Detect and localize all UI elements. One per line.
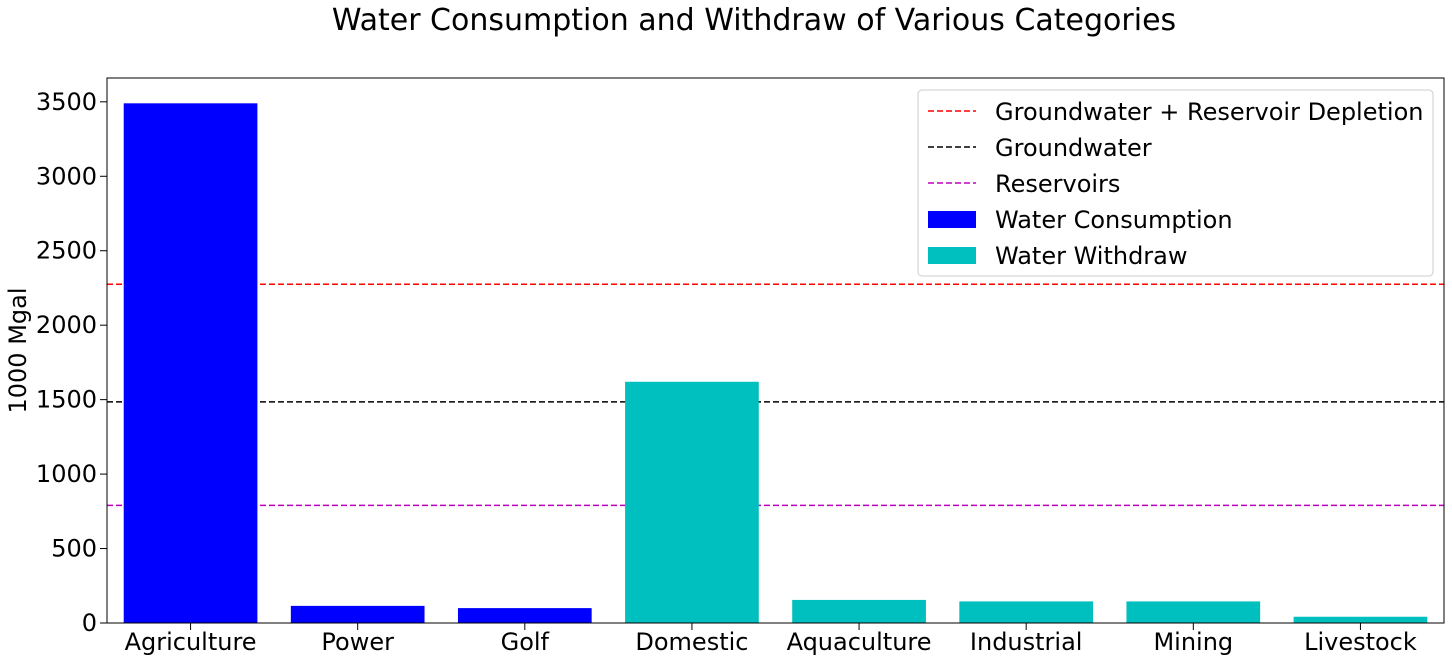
legend: Groundwater + Reservoir Depletion Groundw… [917, 89, 1434, 277]
x-tick-label: Domestic [635, 628, 748, 656]
legend-patch-swatch [928, 247, 976, 264]
bar-mining [1126, 601, 1261, 623]
bar-industrial [959, 601, 1094, 623]
x-axis: Agriculture Power Golf Domestic Aquaculture I… [125, 623, 1417, 656]
legend-label: Groundwater [995, 134, 1152, 162]
bar-domestic [625, 381, 759, 623]
legend-label: Water Consumption [995, 206, 1233, 234]
legend-box [917, 89, 1434, 277]
y-axis-label: 1000 Mgal [4, 287, 32, 413]
y-tick-label: 2500 [36, 237, 97, 265]
legend-label: Groundwater + Reservoir Depletion [995, 98, 1423, 126]
legend-patch-swatch [928, 211, 976, 228]
y-axis: 0 500 1000 1500 2000 2500 3000 3500 [36, 88, 107, 637]
x-tick-label: Industrial [970, 628, 1083, 656]
bar-agriculture [123, 103, 258, 623]
legend-label: Reservoirs [995, 170, 1120, 198]
plot-frame [106, 77, 1445, 624]
x-tick-label: Mining [1153, 628, 1233, 656]
bar-aquaculture [792, 599, 926, 623]
bar-golf [457, 608, 592, 623]
x-tick-label: Aquaculture [787, 628, 932, 656]
chart-title: Water Consumption and Withdraw of Variou… [332, 3, 1176, 38]
y-tick-label: 3000 [36, 162, 97, 190]
x-tick-label: Livestock [1304, 628, 1417, 656]
y-tick-label: 500 [51, 535, 97, 563]
x-tick-label: Agriculture [125, 628, 257, 656]
y-tick-label: 0 [82, 609, 97, 637]
x-tick-label: Golf [501, 628, 550, 656]
x-tick-label: Power [321, 628, 394, 656]
bar-power [290, 605, 425, 623]
bars [123, 103, 1428, 623]
y-tick-label: 3500 [36, 88, 97, 116]
bar-livestock [1293, 616, 1428, 623]
y-tick-label: 2000 [36, 311, 97, 339]
y-tick-label: 1000 [36, 460, 97, 488]
legend-label: Water Withdraw [995, 242, 1188, 270]
reference-lines [107, 283, 1444, 507]
y-tick-label: 1500 [36, 386, 97, 414]
